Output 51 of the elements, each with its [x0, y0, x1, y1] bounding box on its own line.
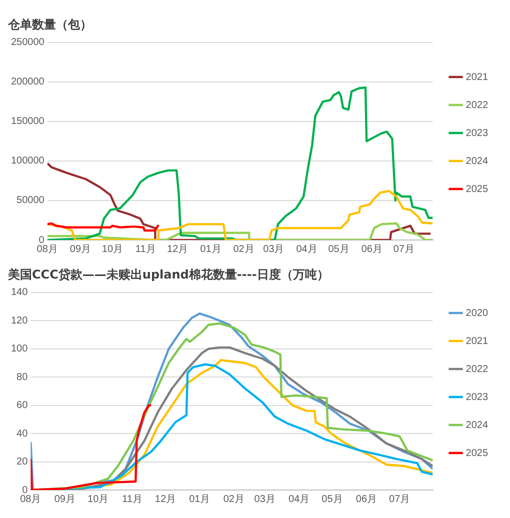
legend-label: 2021 [466, 72, 488, 83]
x-tick-label: 08月 [20, 494, 42, 505]
legend-label: 2021 [466, 336, 488, 347]
y-tick-label: 40 [16, 428, 28, 440]
y-tick-label: 20 [16, 456, 28, 468]
x-tick-label: 11月 [135, 244, 156, 255]
y-tick-label: 60 [16, 400, 28, 412]
y-tick-label: 100 [10, 344, 28, 355]
x-tick-label: 12月 [154, 494, 176, 505]
y-tick-label: 250000 [10, 37, 45, 48]
x-tick-label: 11月 [122, 494, 142, 505]
legend-label: 2023 [466, 392, 488, 403]
x-tick-label: 05月 [328, 244, 350, 255]
x-tick-label: 04月 [288, 494, 310, 505]
y-tick-label: 100000 [10, 156, 45, 167]
y-tick-label: 50000 [16, 195, 45, 206]
x-tick-label: 06月 [361, 244, 382, 255]
x-tick-label: 10月 [88, 494, 109, 505]
x-tick-label: 01月 [200, 244, 222, 255]
y-tick-label: 80 [16, 372, 28, 383]
y-tick-label: 0 [38, 234, 45, 246]
legend-label: 2024 [466, 420, 488, 431]
y-tick-label: 150000 [10, 116, 45, 128]
x-tick-label: 04月 [296, 244, 318, 255]
x-tick-label: 09月 [70, 244, 92, 255]
x-tick-label: 02月 [233, 244, 254, 255]
y-tick-label: 120 [10, 315, 28, 326]
x-tick-label: 07月 [393, 244, 414, 255]
legend-label: 2022 [466, 100, 488, 111]
x-tick-label: 02月 [223, 494, 244, 505]
x-tick-label: 10月 [102, 244, 124, 255]
x-tick-label: 03月 [254, 494, 276, 505]
x-tick-label: 05月 [322, 494, 343, 505]
legend-label: 2024 [466, 156, 488, 167]
x-tick-label: 08月 [36, 244, 58, 255]
x-tick-label: 06月 [356, 494, 378, 505]
legend-label: 2025 [466, 184, 488, 195]
chart-title: 仓单数量（包） [7, 17, 92, 32]
legend-label: 2023 [466, 128, 488, 139]
y-tick-label: 200000 [10, 76, 45, 88]
x-tick-label: 09月 [54, 494, 76, 505]
y-tick-label: 140 [10, 287, 28, 298]
y-tick-label: 0 [22, 484, 28, 496]
legend-label: 2020 [466, 308, 488, 319]
x-tick-label: 03月 [263, 244, 284, 255]
x-tick-label: 12月 [167, 244, 188, 255]
x-tick-label: 01月 [189, 494, 210, 505]
chart-title: 美国CCC贷款——未赎出upland棉花数量----日度（万吨） [7, 267, 329, 282]
x-tick-label: 07月 [389, 494, 410, 505]
legend-label: 2022 [466, 364, 488, 375]
legend-label: 2025 [466, 448, 488, 459]
